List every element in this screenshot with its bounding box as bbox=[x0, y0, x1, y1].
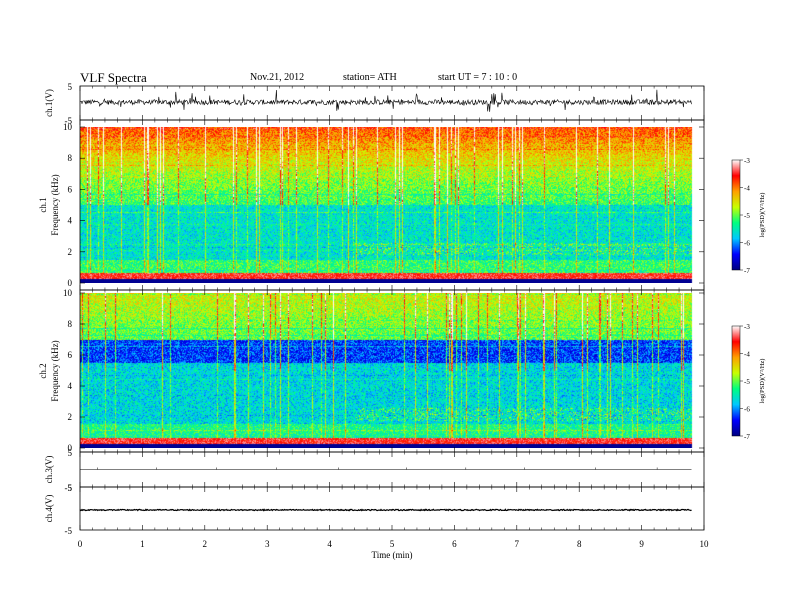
ch1-spec-channel-label: ch.1 bbox=[38, 197, 48, 212]
x-tick-label: 3 bbox=[265, 539, 270, 549]
x-tick-label: 8 bbox=[577, 539, 582, 549]
ch1-spec-ytick: 0 bbox=[68, 278, 73, 288]
date-label: Nov.21, 2012 bbox=[250, 72, 305, 83]
ch1-spec-colorbar-label: log(PSD)(V²/Hz) bbox=[759, 193, 766, 238]
chart-title: VLF Spectra bbox=[80, 70, 147, 85]
x-tick-label: 5 bbox=[390, 539, 395, 549]
ch3-wave-ytick: -5 bbox=[65, 483, 73, 493]
ch2-spectrogram bbox=[80, 293, 694, 448]
x-tick-label: 1 bbox=[140, 539, 145, 549]
ch4-wave-ytick: 5 bbox=[68, 483, 73, 493]
x-tick-label: 4 bbox=[327, 539, 332, 549]
ch1-spec-colorbar bbox=[731, 159, 741, 271]
colorbar-tick-label: -7 bbox=[744, 267, 750, 275]
ch1-spec-ytick: 2 bbox=[68, 247, 73, 257]
colorbars: -3 -4 -5 -6 -7 log(PSD)(V²/Hz) -3 -4 -5 -6 -7 log(P… bbox=[731, 157, 766, 441]
colorbar-tick-label: -6 bbox=[744, 240, 750, 248]
colorbar-tick-label: -5 bbox=[744, 212, 750, 220]
x-tick-label: 7 bbox=[515, 539, 520, 549]
x-tick-label: 6 bbox=[452, 539, 457, 549]
ch2-spec-frame bbox=[79, 289, 705, 453]
ch2-spec-ytick: 2 bbox=[68, 412, 73, 422]
x-axis-label: Time (min) bbox=[372, 550, 413, 560]
ch1-wave-ytick: -5 bbox=[65, 116, 73, 126]
ch1-spec-ytick: 8 bbox=[68, 153, 73, 163]
ch4-wave-ytick: -5 bbox=[65, 526, 73, 536]
ch1-spec-frame bbox=[79, 119, 705, 291]
waveform-traces bbox=[79, 89, 692, 512]
ch1-wave-trace bbox=[79, 89, 692, 112]
colorbar-tick-label: -5 bbox=[744, 378, 750, 386]
colorbar-tick-label: -7 bbox=[744, 433, 750, 441]
colorbar-tick-label: -3 bbox=[744, 323, 750, 331]
ch2-spec-colorbar-label: log(PSD)(V²/Hz) bbox=[759, 359, 766, 404]
ch2-spec-ytick: 0 bbox=[68, 443, 73, 453]
x-tick-label: 0 bbox=[78, 539, 83, 549]
ch1-spectrogram bbox=[80, 127, 694, 283]
colorbar-tick-label: -4 bbox=[744, 185, 750, 193]
ch1-spec-ytick: 4 bbox=[68, 216, 73, 226]
ch1-wave-ylabel: ch.1(V) bbox=[44, 89, 54, 117]
colorbar-tick-label: -4 bbox=[744, 351, 750, 359]
station-label: station= ATH bbox=[343, 72, 397, 83]
ch4-wave-ylabel: ch.4(V) bbox=[44, 495, 54, 523]
colorbar-tick-label: -3 bbox=[744, 157, 750, 165]
ch2-spec-ytick: 10 bbox=[63, 288, 73, 298]
ch1-wave-frame bbox=[79, 85, 705, 121]
start-time-label: start UT = 7 : 10 : 0 bbox=[438, 72, 518, 83]
ch2-spec-ytick: 6 bbox=[68, 350, 73, 360]
colorbar-tick-label: -6 bbox=[744, 406, 750, 414]
x-tick-label: 10 bbox=[700, 539, 710, 549]
ch2-spec-ylabel: Frequency (kHz) bbox=[50, 340, 60, 401]
ch2-spec-ytick: 4 bbox=[68, 381, 73, 391]
x-tick-label: 2 bbox=[203, 539, 208, 549]
ch3-wave-ylabel: ch.3(V) bbox=[44, 456, 54, 484]
ch1-spec-ylabel: Frequency (kHz) bbox=[50, 174, 60, 235]
panel-frames bbox=[79, 85, 705, 531]
ch1-spec-ytick: 10 bbox=[63, 122, 73, 132]
ch4-wave-trace bbox=[79, 508, 692, 512]
axis-ticks bbox=[79, 86, 705, 530]
ch2-spec-colorbar bbox=[731, 325, 741, 437]
x-tick-label: 9 bbox=[639, 539, 644, 549]
ch1-wave-ytick: 5 bbox=[68, 82, 73, 92]
ch3-wave-ytick: 5 bbox=[68, 448, 73, 458]
ch2-spec-ytick: 8 bbox=[68, 319, 73, 329]
ch2-spec-channel-label: ch.2 bbox=[38, 363, 48, 378]
ch1-spec-ytick: 6 bbox=[68, 184, 73, 194]
ch4-wave-frame bbox=[79, 486, 705, 531]
